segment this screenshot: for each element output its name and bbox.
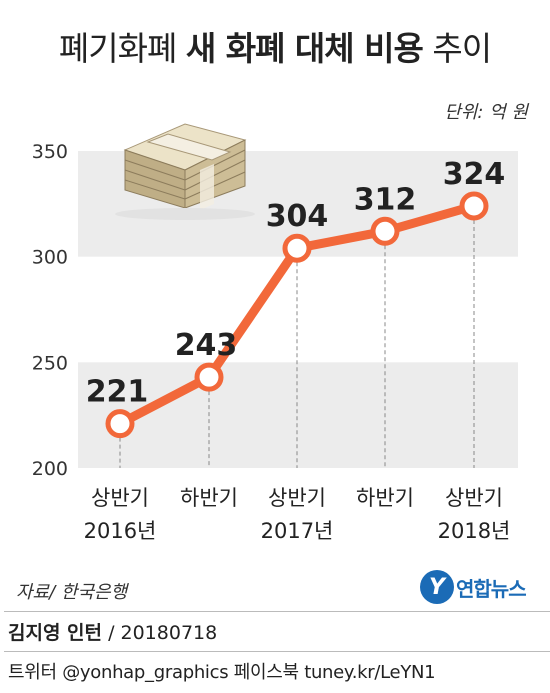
unit-label: 단위: 억 원 [444,102,528,123]
footer-divider-2 [4,651,550,652]
x-axis-labels: 상반기 2016년 하반기 상반기 2017년 하반기 상반기 2018년 [84,486,511,543]
credit-date: / 20180718 [108,622,218,644]
x-tick-year: 2017년 [261,519,334,543]
line-chart: 350 300 250 200 221 243 304 312 324 상반기 2016년 하반기… [32,123,518,543]
data-label: 312 [354,182,417,217]
y-tick-label: 300 [32,247,68,269]
data-point [194,362,224,392]
x-tick-label: 상반기 [445,486,503,510]
x-tick-label: 상반기 [91,486,149,510]
data-point [105,409,135,439]
x-tick-label: 하반기 [180,486,238,510]
yonhap-logo: Y 연합뉴스 [420,567,527,607]
vertical-guides [119,219,475,468]
data-label: 243 [175,328,238,363]
footer-divider [4,611,550,612]
data-labels: 221 243 304 312 324 [86,157,506,410]
credit-line: 김지영 인턴 / 20180718 [8,618,217,645]
x-tick-year: 2018년 [438,519,511,543]
data-point [459,191,489,221]
money-bundle-icon [115,123,255,220]
title-part-2: 새 화폐 대체 비용 [185,29,424,68]
title-part-3: 추이 [432,29,492,68]
x-tick-label: 상반기 [268,486,326,510]
x-tick-label: 하반기 [356,486,414,510]
y-tick-label: 200 [32,458,68,480]
background-band-1 [78,362,518,468]
credit-name: 김지영 인턴 [8,622,103,644]
y-axis-ticks: 350 300 250 200 [32,141,68,480]
yonhap-logo-mark: Y [420,570,454,604]
data-label: 221 [86,375,149,410]
y-tick-label: 350 [32,141,68,163]
social-links: 트위터 @yonhap_graphics 페이스북 tuney.kr/LeYN1 [8,662,436,683]
x-tick-year: 2016년 [84,519,157,543]
chart-title: 폐기화폐 새 화폐 대체 비용 추이 [0,22,550,70]
data-point [370,216,400,246]
data-points [105,191,489,439]
data-label: 304 [266,199,329,234]
yonhap-logo-name: 연합뉴스 [456,576,527,601]
source-label: 자료/ 한국은행 [16,582,128,603]
title-part-1: 폐기화폐 [58,29,177,68]
data-point [282,233,312,263]
y-tick-label: 250 [32,352,68,374]
data-label: 324 [443,157,506,192]
